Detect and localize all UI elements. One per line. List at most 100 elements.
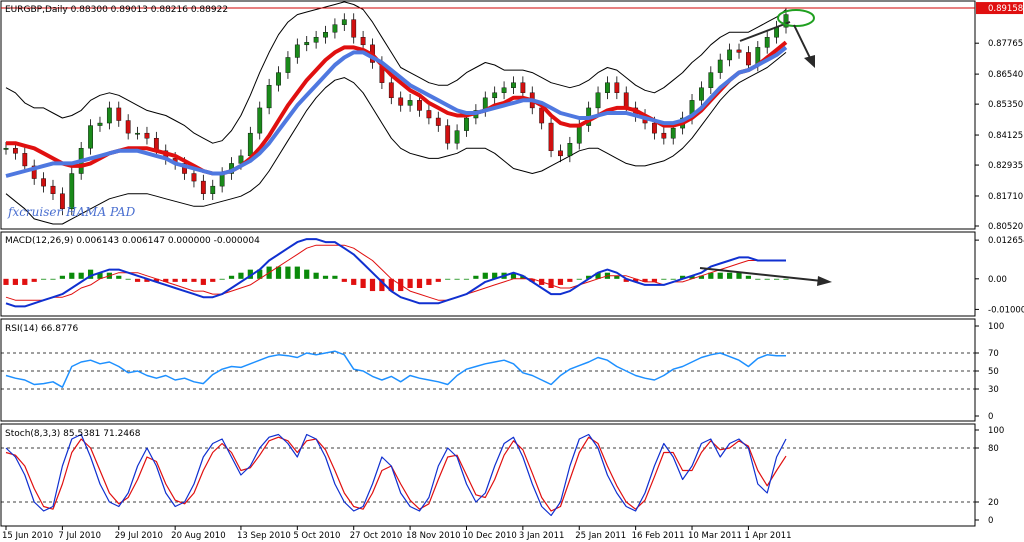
candle-body bbox=[558, 150, 563, 157]
macd-histogram-bar bbox=[12, 278, 18, 285]
macd-histogram-bar bbox=[689, 275, 695, 279]
candle-body bbox=[304, 42, 310, 46]
candle-body bbox=[661, 132, 667, 139]
candle-body bbox=[276, 72, 281, 86]
macd-histogram-bar bbox=[228, 275, 235, 279]
candle-body bbox=[595, 92, 601, 109]
stoch-k-line bbox=[5, 433, 787, 517]
macd-histogram-bar bbox=[473, 275, 479, 279]
macd-histogram-bar bbox=[50, 278, 56, 280]
macd-histogram-bar bbox=[529, 278, 535, 282]
macd-histogram-bar bbox=[435, 278, 441, 282]
macd-histogram-bar bbox=[134, 278, 141, 282]
candle-body bbox=[97, 122, 103, 126]
macd-histogram-bar bbox=[116, 275, 122, 279]
candle-body bbox=[764, 37, 770, 48]
price-axis-tick-label: 0.80520 bbox=[988, 222, 1023, 232]
macd-histogram-bar bbox=[22, 278, 28, 285]
macd-histogram-bar bbox=[407, 278, 413, 288]
macd-histogram-bar bbox=[492, 272, 498, 279]
macd-histogram-bar bbox=[78, 272, 84, 279]
macd-panel-frame bbox=[0, 231, 976, 317]
macd-histogram-bar bbox=[633, 278, 639, 282]
macd-histogram-bar bbox=[642, 278, 648, 282]
candle-body bbox=[699, 87, 704, 101]
candle-body bbox=[717, 59, 723, 73]
rsi-panel: 100 70 50 30 0 bbox=[1, 322, 1004, 422]
down-arrow-shaft bbox=[793, 24, 813, 63]
candle-body bbox=[501, 87, 507, 93]
candle-body bbox=[106, 107, 112, 124]
stoch-d-line bbox=[5, 436, 787, 512]
macd-histogram-bar bbox=[576, 278, 582, 280]
macd-histogram-bar bbox=[708, 272, 714, 279]
macd-histogram-bar bbox=[360, 278, 366, 288]
candle-body bbox=[736, 49, 742, 53]
price-trend-line bbox=[739, 21, 791, 42]
macd-histogram-bar bbox=[698, 275, 705, 279]
macd-histogram-bar bbox=[125, 278, 131, 280]
macd-divergence-arrow-head bbox=[817, 276, 832, 286]
macd-histogram-bar bbox=[463, 278, 470, 280]
macd-histogram-bar bbox=[454, 278, 460, 280]
price-axis-tick-label: 0.87765 bbox=[988, 39, 1023, 49]
candle-body bbox=[285, 57, 291, 73]
candle-body bbox=[332, 24, 338, 33]
macd-histogram-bar bbox=[623, 278, 629, 282]
rsi-panel-frame bbox=[0, 318, 976, 422]
candle-body bbox=[567, 143, 573, 157]
macd-histogram-bar bbox=[774, 278, 780, 280]
time-axis: 15 Jun 2010 7 Jul 2010 29 Jul 2010 20 Aug 2… bbox=[2, 526, 792, 541]
blue-moving-average-line bbox=[5, 45, 788, 178]
candle-body bbox=[417, 100, 422, 111]
candle-body bbox=[200, 180, 206, 194]
candle-body bbox=[670, 127, 676, 139]
candle-body bbox=[426, 110, 432, 119]
candle-body bbox=[576, 125, 582, 144]
stoch-axis-tick-label: 80 bbox=[988, 444, 999, 454]
macd-histogram-bar bbox=[595, 272, 601, 279]
time-axis-label: 10 Mar 2011 bbox=[688, 531, 742, 541]
time-axis-label: 3 Jan 2011 bbox=[519, 531, 565, 541]
macd-histogram-bar bbox=[510, 272, 517, 279]
stoch-panel-frame bbox=[0, 423, 976, 527]
macd-panel-header: MACD(12,26,9) 0.006143 0.006147 0.000000… bbox=[5, 236, 260, 246]
macd-histogram-bar bbox=[219, 278, 225, 280]
macd-histogram-bar bbox=[322, 275, 329, 279]
macd-histogram-bar bbox=[275, 266, 282, 279]
annotations bbox=[699, 9, 832, 286]
candle-body bbox=[88, 125, 93, 149]
candle-body bbox=[257, 107, 263, 134]
macd-histogram-bar bbox=[200, 278, 206, 285]
candle-body bbox=[454, 130, 460, 144]
candle-body bbox=[191, 173, 197, 182]
macd-histogram-bar bbox=[445, 278, 451, 280]
rsi-axis-tick-label: 0 bbox=[988, 412, 993, 422]
candle-body bbox=[492, 92, 498, 99]
macd-histogram-bar bbox=[745, 275, 752, 279]
candle-body bbox=[407, 100, 413, 106]
candle-body bbox=[135, 132, 140, 135]
candle-body bbox=[50, 185, 56, 194]
time-axis-label: 27 Oct 2010 bbox=[350, 531, 403, 541]
candle-body bbox=[548, 122, 554, 152]
peak-highlight-ellipse bbox=[777, 9, 815, 27]
candle-body bbox=[12, 148, 18, 154]
macd-histogram-bar bbox=[247, 269, 253, 279]
macd-histogram-bar bbox=[717, 272, 723, 279]
watermark-text: fxcruiser HAMA PAD bbox=[7, 205, 136, 219]
macd-histogram-bar bbox=[520, 275, 526, 279]
time-axis-label: 18 Nov 2010 bbox=[406, 531, 460, 541]
macd-histogram-bar bbox=[191, 278, 197, 282]
stoch-axis-tick-label: 100 bbox=[988, 426, 1004, 436]
macd-histogram-bar bbox=[764, 278, 770, 280]
current-price-badge bbox=[976, 2, 1023, 15]
candle-body bbox=[783, 14, 789, 28]
rsi-panel-header: RSI(14) 66.8776 bbox=[5, 324, 78, 334]
time-axis-label: 29 Jul 2010 bbox=[115, 531, 163, 541]
macd-main-line bbox=[5, 238, 786, 308]
stoch-axis-tick-label: 20 bbox=[988, 498, 999, 508]
macd-axis-tick-label: -0.01000 bbox=[988, 305, 1024, 315]
candle-body bbox=[294, 44, 300, 58]
macd-histogram-bar bbox=[651, 278, 658, 282]
